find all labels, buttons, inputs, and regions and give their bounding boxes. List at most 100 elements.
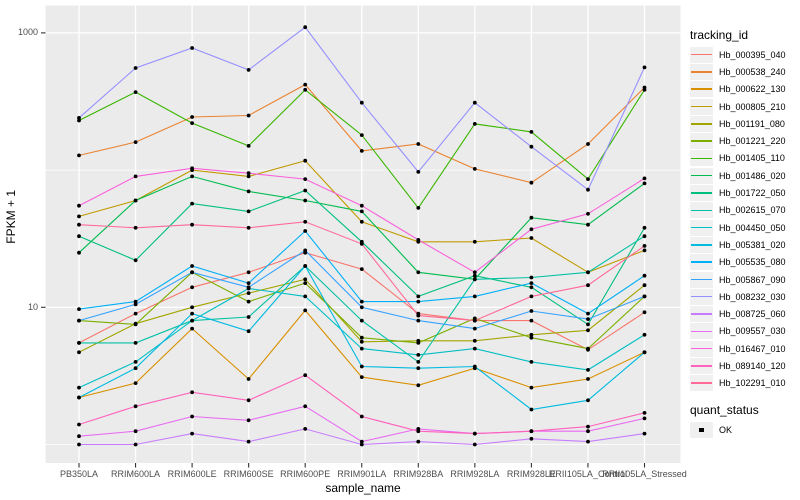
data-point <box>190 201 195 206</box>
legend-line-icon <box>691 382 712 384</box>
data-point <box>359 414 364 419</box>
data-point <box>529 236 534 240</box>
data-point <box>586 346 590 351</box>
data-point <box>359 442 364 447</box>
data-point <box>359 100 364 105</box>
data-point <box>472 273 477 278</box>
data-point <box>529 335 534 340</box>
data-point <box>586 270 590 275</box>
data-point <box>303 87 308 92</box>
data-point <box>529 407 534 412</box>
legend-key-swatch <box>690 150 713 167</box>
data-point <box>246 270 251 275</box>
data-point <box>359 203 364 208</box>
data-point <box>246 285 251 290</box>
data-point <box>472 346 477 351</box>
data-point <box>190 121 195 125</box>
data-point <box>416 238 421 242</box>
data-point <box>416 270 421 275</box>
data-point <box>190 390 195 395</box>
data-point <box>190 166 195 171</box>
data-point <box>190 46 195 50</box>
legend-key-swatch <box>690 46 713 63</box>
data-point <box>246 281 251 285</box>
data-point <box>246 439 251 444</box>
data-point <box>586 322 590 327</box>
data-point <box>133 225 138 230</box>
legend-line-icon <box>691 157 712 160</box>
data-point <box>133 360 138 364</box>
data-point <box>416 170 421 174</box>
data-point <box>586 398 590 403</box>
data-point <box>303 82 308 87</box>
data-point <box>642 87 647 92</box>
data-point <box>133 429 138 434</box>
data-point <box>359 335 364 340</box>
data-point <box>359 439 364 444</box>
data-point <box>246 291 251 295</box>
data-point <box>246 377 251 381</box>
data-point <box>359 318 364 323</box>
legend-key-swatch <box>690 219 713 236</box>
data-point <box>190 285 195 290</box>
data-point <box>586 424 590 429</box>
legend-label: Hb_000538_240 <box>719 66 786 77</box>
legend-item-Hb_089140_120: Hb_089140_120 <box>690 357 800 374</box>
data-point <box>133 366 138 371</box>
data-point <box>133 302 138 307</box>
legend-line-icon <box>691 226 712 229</box>
legend-item-ok: OK <box>690 421 800 438</box>
data-point <box>529 227 534 232</box>
data-point <box>303 229 308 233</box>
x-axis-title: sample_name <box>325 481 401 495</box>
legend-key-swatch <box>690 63 713 80</box>
legend-key-swatch <box>690 133 713 150</box>
data-point <box>133 311 138 316</box>
legend-item-Hb_102291_010: Hb_102291_010 <box>690 375 800 392</box>
x-tick-label-PB350LA: PB350LA <box>59 469 99 479</box>
legend-label-ok: OK <box>719 424 733 435</box>
legend-key-swatch <box>690 340 713 357</box>
data-point <box>529 385 534 390</box>
data-point <box>642 431 647 436</box>
data-point <box>359 299 364 304</box>
x-tick-label-RRIM600LA: RRIM600LA <box>111 469 161 479</box>
data-point <box>303 158 308 163</box>
data-point <box>642 283 647 288</box>
legend-item-Hb_008232_030: Hb_008232_030 <box>690 288 800 305</box>
data-point <box>416 313 421 318</box>
data-point <box>472 277 477 282</box>
data-point <box>77 153 81 158</box>
legend-item-Hb_001722_050: Hb_001722_050 <box>690 184 800 202</box>
legend-item-Hb_001405_110: Hb_001405_110 <box>690 150 800 167</box>
data-point <box>416 353 421 357</box>
legend-item-Hb_005867_090: Hb_005867_090 <box>690 271 800 288</box>
legend-item-Hb_004450_050: Hb_004450_050 <box>690 219 800 236</box>
panel-background <box>45 5 681 463</box>
data-point <box>642 225 647 230</box>
data-point <box>190 311 195 316</box>
data-point <box>246 68 251 72</box>
data-point <box>642 65 647 70</box>
data-point <box>529 215 534 220</box>
data-point <box>246 398 251 403</box>
data-point <box>303 427 308 431</box>
data-point <box>303 198 308 203</box>
data-point <box>190 270 195 275</box>
data-point <box>359 219 364 224</box>
legend-key-ok <box>690 421 713 438</box>
data-point <box>416 206 421 210</box>
x-tick-label-RRII105LA_Stressed: RRII105LA_Stressed <box>602 469 687 479</box>
data-point <box>529 429 534 434</box>
data-point <box>133 322 138 327</box>
data-point <box>246 299 251 304</box>
data-point <box>190 414 195 419</box>
data-point <box>586 377 590 381</box>
legend-title-tracking-id: tracking_id <box>690 28 749 42</box>
data-point <box>472 270 477 275</box>
data-point <box>529 436 534 441</box>
y-axis-title: FPKM + 1 <box>4 190 18 244</box>
data-point <box>529 360 534 364</box>
legend-label: Hb_002615_070 <box>719 205 786 216</box>
legend-item-Hb_001486_020: Hb_001486_020 <box>690 167 800 184</box>
